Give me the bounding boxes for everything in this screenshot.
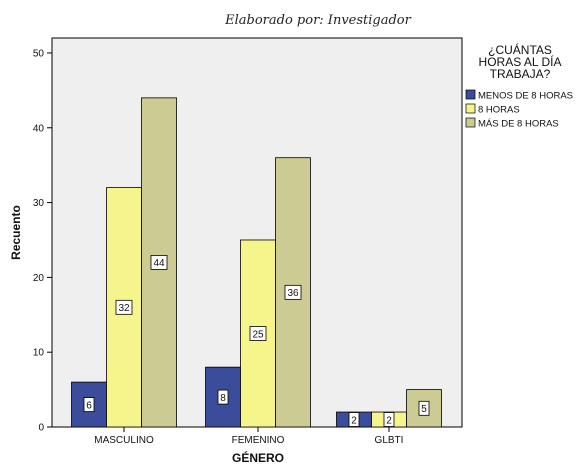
legend-swatch	[465, 89, 476, 100]
legend-swatch	[465, 117, 476, 128]
data-label-box	[284, 284, 302, 300]
data-label: 36	[287, 288, 299, 299]
data-label: 8	[220, 393, 226, 404]
axes: 0 10 20 30 40 50 MASCULINO FEMENINO GLBTI	[33, 48, 404, 446]
x-tick-label: MASCULINO	[94, 435, 154, 446]
data-label-box	[249, 326, 267, 341]
data-label-box	[150, 255, 168, 270]
y-tick-label: 50	[33, 48, 45, 59]
data-label: 2	[351, 415, 357, 426]
data-label: 2	[386, 415, 392, 426]
y-tick-label: 30	[33, 198, 45, 209]
y-tick-label: 20	[33, 273, 45, 284]
data-label-box	[383, 412, 395, 427]
legend-title-line: ¿CUÁNTAS	[488, 42, 552, 57]
legend-entry: MENOS DE 8 HORAS	[478, 91, 573, 102]
y-tick-label: 0	[38, 423, 44, 434]
chart-caption: Elaborado por: Investigador	[224, 13, 411, 28]
legend-title-line: TRABAJA?	[490, 67, 551, 81]
data-label: 32	[118, 303, 130, 314]
legend-entry: MÁS DE 8 HORAS	[478, 119, 559, 130]
x-tick-label: FEMENINO	[232, 435, 285, 446]
legend-title-line: HORAS AL DÍA	[479, 54, 562, 69]
legend-entry: 8 HORAS	[478, 105, 520, 116]
y-tick-label: 40	[33, 123, 45, 134]
data-label-box	[83, 397, 95, 412]
data-label-box	[348, 412, 360, 427]
x-tick-label: GLBTI	[375, 435, 404, 446]
legend-swatch	[465, 103, 476, 114]
data-label-box	[418, 400, 430, 416]
y-axis-title: Recuento	[9, 205, 23, 260]
data-label-box	[217, 389, 229, 405]
data-label: 5	[421, 404, 427, 415]
x-axis-title: GÉNERO	[232, 450, 284, 465]
data-label: 25	[252, 329, 264, 340]
data-label: 6	[86, 400, 92, 411]
data-label: 44	[153, 258, 165, 269]
data-label-box	[115, 299, 133, 315]
y-tick-label: 10	[33, 348, 45, 359]
